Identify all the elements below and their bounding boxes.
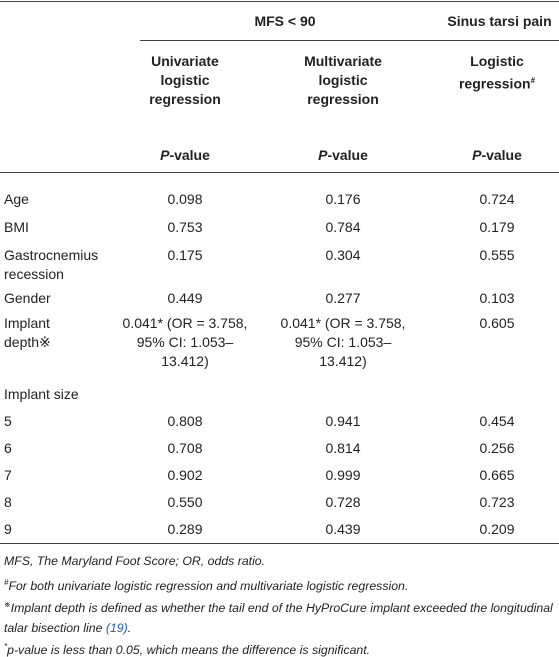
stat-italic: P	[318, 147, 328, 163]
cell-value: 0.723	[479, 494, 515, 510]
cell-value: 0.902	[167, 467, 203, 483]
footnote-marker: *	[4, 642, 8, 651]
cell-value: 0.103	[479, 290, 515, 306]
cell-value: 0.176	[325, 191, 361, 207]
stat-header: P-value	[447, 146, 547, 165]
header-rule	[0, 172, 559, 173]
footnote: *p-value is less than 0.05, which means …	[4, 637, 556, 657]
row-label: Age	[4, 191, 29, 207]
column-header: Univariate logistic regression	[135, 52, 235, 109]
group-header: Sinus tarsi pain	[447, 13, 552, 29]
cell-value: 0.814	[325, 440, 361, 456]
stat-italic: P	[160, 147, 170, 163]
reference: (19)	[105, 621, 128, 636]
column-header: Logistic regression#	[447, 52, 547, 94]
footnote-tail: .	[127, 621, 132, 636]
stat-header: P-value	[135, 146, 235, 165]
cell-value: 0.708	[167, 440, 203, 456]
bottom-rule	[0, 543, 559, 544]
group-header: MFS < 90	[254, 13, 316, 29]
stat-rest: -value	[327, 147, 368, 163]
cell-value: 0.439	[325, 521, 361, 537]
cell-value: 0.179	[479, 219, 515, 235]
cell-value: 0.289	[167, 521, 203, 537]
cell-value: 0.449	[167, 290, 203, 306]
cell-value: 0.256	[479, 440, 515, 456]
row-label: 9	[4, 521, 12, 537]
row-label: Gastrocnemius recession	[4, 247, 99, 282]
cell-value: 0.941	[325, 413, 361, 429]
stat-rest: -value	[169, 147, 210, 163]
row-label: BMI	[4, 219, 29, 235]
footnote-marker: ※	[4, 600, 11, 609]
stat-header: P-value	[293, 146, 393, 165]
footnote-text: Implant depth is defined as whether the …	[4, 601, 553, 636]
column-name: Univariate logistic regression	[149, 53, 221, 107]
cell-value: 0.724	[479, 191, 515, 207]
footnote: #For both univariate logistic regression…	[4, 573, 556, 596]
cell-value: 0.808	[167, 413, 203, 429]
cell-value: 0.041* (OR = 3.758, 95% CI: 1.053–13.412…	[280, 315, 406, 369]
row-label: Gender	[4, 290, 51, 306]
footnote: MFS, The Maryland Foot Score; OR, odds r…	[4, 551, 556, 571]
row-label: 6	[4, 440, 12, 456]
footnote-marker: #	[4, 578, 9, 587]
column-name: Logistic regression	[458, 53, 531, 92]
cell-value: 0.098	[167, 191, 203, 207]
cell-value: 0.175	[167, 247, 203, 263]
cell-value: 0.555	[479, 247, 515, 263]
footnote-text: p-value is less than 0.05, which means t…	[7, 643, 371, 657]
cell-value: 0.041* (OR = 3.758, 95% CI: 1.053–13.412…	[122, 315, 248, 369]
footnote-marker: #	[530, 76, 536, 85]
cell-value: 0.209	[479, 521, 515, 537]
column-header: Multivariate logistic regression	[293, 52, 393, 109]
cell-value: 0.784	[325, 219, 361, 235]
cell-value: 0.665	[479, 467, 515, 483]
cell-value: 0.999	[325, 467, 361, 483]
row-label: 7	[4, 467, 12, 483]
top-rule	[0, 1, 559, 2]
cell-value: 0.728	[325, 494, 361, 510]
footnote: ※Implant depth is defined as whether the…	[4, 595, 556, 638]
cell-value: 0.550	[167, 494, 203, 510]
row-label: 5	[4, 413, 12, 429]
row-label: Implant depth※	[4, 315, 51, 350]
cell-value: 0.605	[479, 315, 515, 331]
row-label: Implant size	[4, 386, 79, 402]
group-rule	[140, 40, 559, 41]
cell-value: 0.454	[479, 413, 515, 429]
column-name: Multivariate logistic regression	[304, 53, 382, 107]
footnote-text: For both univariate logistic regression …	[8, 579, 409, 594]
row-label: 8	[4, 494, 12, 510]
footnote-text: MFS, The Maryland Foot Score; OR, odds r…	[4, 554, 266, 568]
cell-value: 0.753	[167, 219, 203, 235]
stat-rest: -value	[481, 147, 522, 163]
cell-value: 0.304	[325, 247, 361, 263]
stat-italic: P	[472, 147, 482, 163]
cell-value: 0.277	[325, 290, 361, 306]
